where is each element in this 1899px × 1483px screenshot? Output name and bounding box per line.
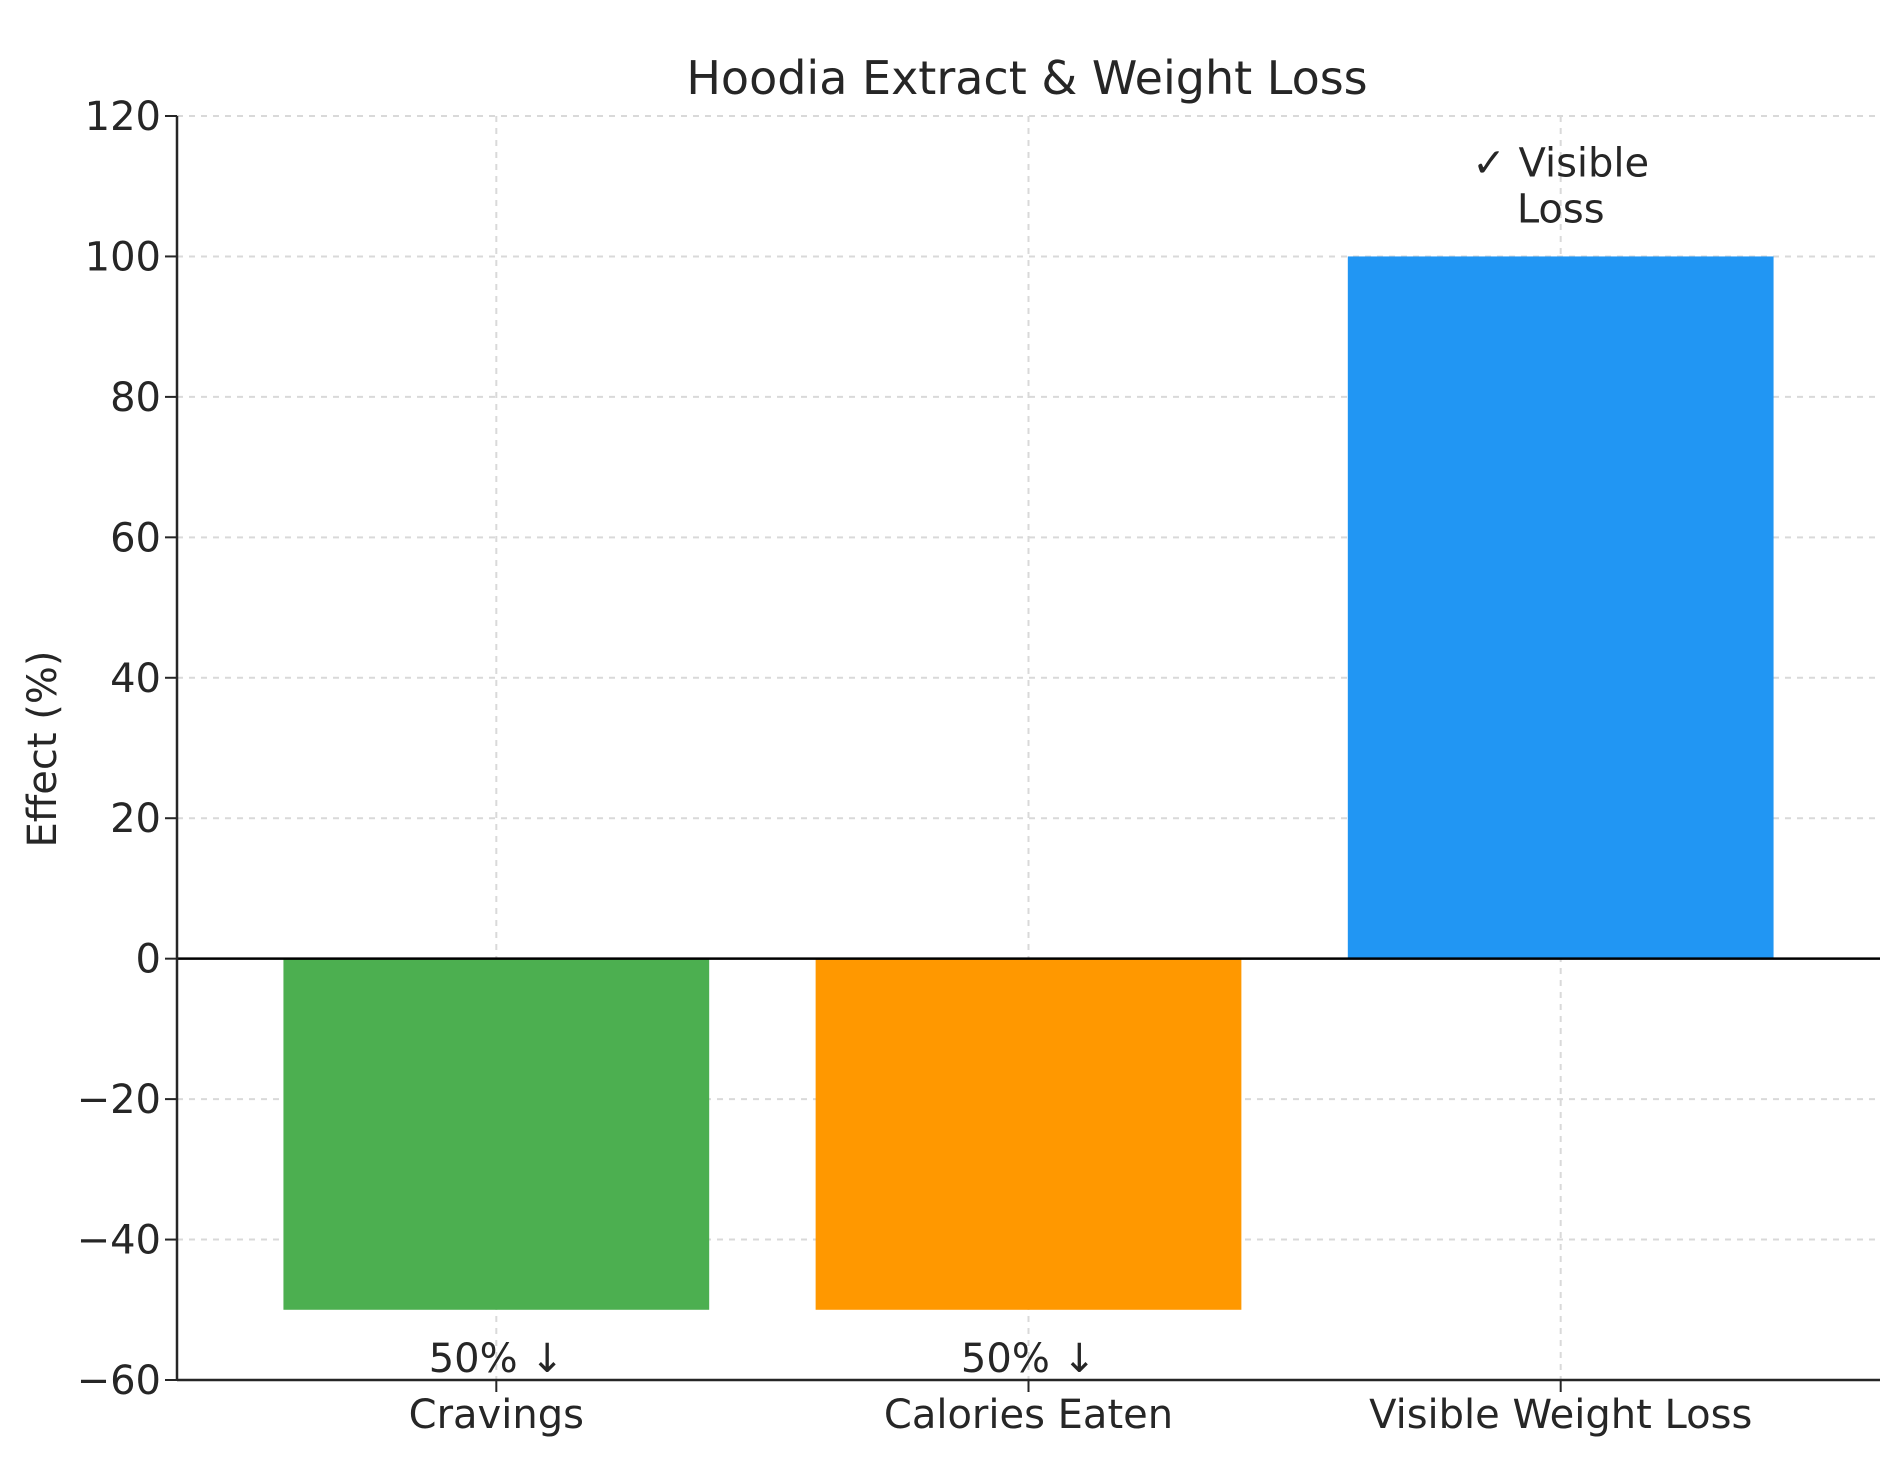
x-tick-label: Visible Weight Loss	[1369, 1392, 1752, 1438]
y-tick-label: −60	[77, 1358, 161, 1404]
bar-value-label: 50% ↓	[961, 1336, 1096, 1382]
y-tick-label: 120	[85, 94, 161, 140]
y-tick-label: 80	[110, 375, 161, 421]
bar-value-label: 50% ↓	[429, 1336, 564, 1382]
y-tick-label: −20	[77, 1077, 161, 1123]
bar-value-label-line: Loss	[1517, 186, 1605, 232]
x-tick-label: Cravings	[409, 1392, 584, 1438]
bar-value-label: ✓ Visible Loss	[1472, 140, 1649, 232]
y-tick-label: 60	[110, 515, 161, 561]
bar-visible-weight-loss	[1347, 256, 1774, 959]
y-tick-label: 0	[136, 937, 161, 983]
y-tick-label: −40	[77, 1218, 161, 1264]
bar-calories-eaten	[815, 958, 1242, 1310]
bar-cravings	[283, 958, 710, 1310]
bar-value-label-line: ✓ Visible	[1472, 140, 1649, 186]
y-tick-label: 20	[110, 796, 161, 842]
y-tick-label: 40	[110, 656, 161, 702]
x-tick-label: Calories Eaten	[884, 1392, 1173, 1438]
axes	[165, 115, 1880, 1392]
labels: −60 −40 −20 0 20 40 60 80 100 120 Cravings Calories…	[77, 94, 1753, 1438]
y-tick-label: 100	[85, 234, 161, 280]
chart-title: Hoodia Extract & Weight Loss	[686, 51, 1367, 105]
bars	[283, 256, 1774, 1310]
y-axis-label: Effect (%)	[20, 650, 66, 847]
